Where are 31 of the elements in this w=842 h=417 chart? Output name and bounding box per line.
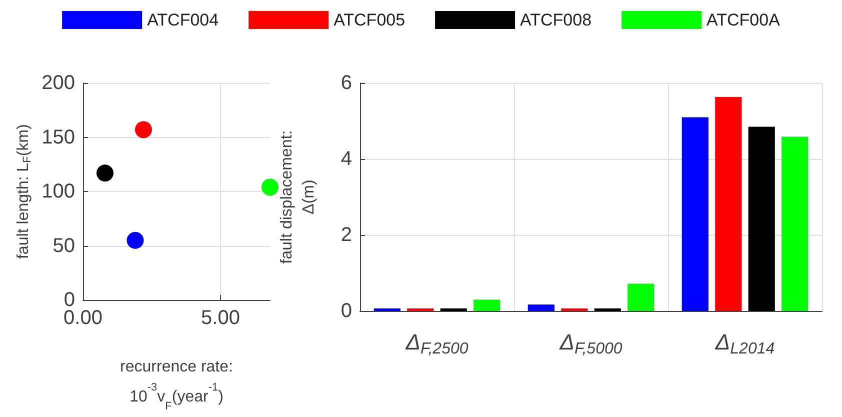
point: [262, 178, 278, 196]
point: [96, 164, 114, 182]
y-tick-label: 200: [42, 72, 75, 94]
y-tick-label: 150: [42, 126, 75, 148]
x-tick-label: 5.00: [201, 307, 240, 329]
y-tick-label: 50: [52, 234, 75, 257]
bar: [528, 304, 554, 311]
y-axis-title: fault length: LF(km): [15, 124, 34, 259]
legend-label: ATCF00A: [706, 10, 781, 30]
legend-label: ATCF008: [520, 10, 592, 30]
bar: [440, 308, 467, 311]
bar: [628, 284, 654, 311]
y-tick-label: 100: [42, 180, 75, 202]
bar: [374, 308, 400, 311]
legend-label: ATCF004: [147, 10, 219, 30]
y-tick-label: 4: [340, 148, 352, 170]
bar: [782, 136, 808, 311]
y-tick-label: 6: [340, 72, 352, 94]
bar: [594, 308, 621, 311]
y-axis-title: fault displacement: Δ(m): [278, 130, 318, 264]
bar: [407, 308, 434, 311]
point: [126, 232, 144, 249]
bar: [682, 117, 708, 311]
bar: [474, 300, 500, 311]
point: [135, 121, 152, 138]
y-tick-label: 0: [340, 300, 352, 322]
bar: [748, 126, 775, 311]
bar: [561, 308, 588, 311]
y-tick-label: 2: [340, 224, 352, 246]
bar: [715, 97, 742, 311]
legend-label: ATCF005: [334, 10, 406, 30]
